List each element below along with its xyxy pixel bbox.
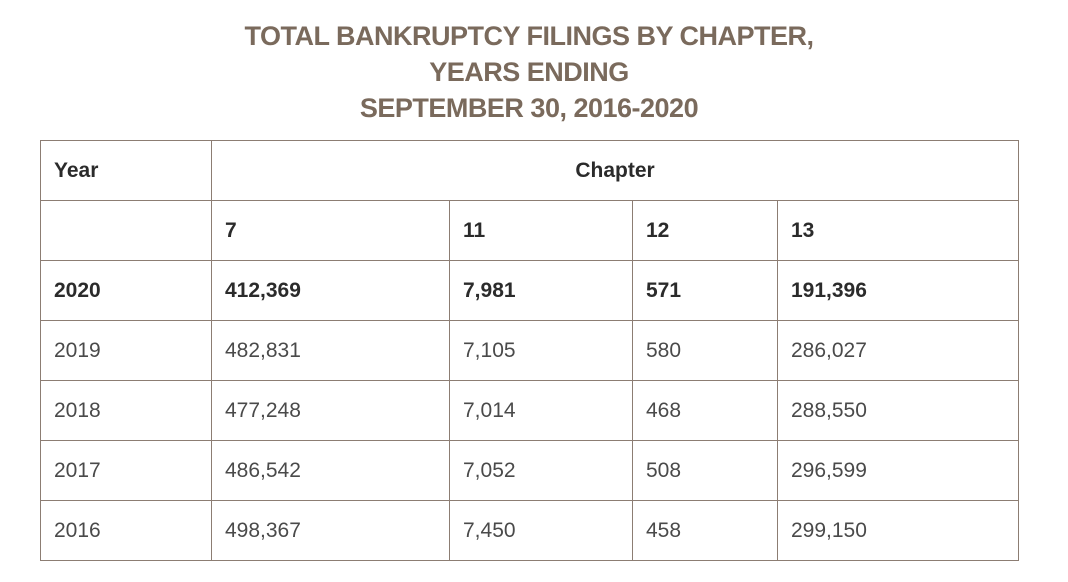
chapter-11-header: 11 [449,200,633,261]
table-row: 2016 498,367 7,450 458 299,150 [40,500,1020,561]
chapter-7-cell: 482,831 [211,320,450,381]
chapter-11-cell: 7,981 [449,260,633,321]
page-title: TOTAL BANKRUPTCY FILINGS BY CHAPTER, YEA… [0,18,1058,126]
title-line-1: TOTAL BANKRUPTCY FILINGS BY CHAPTER, [244,21,814,51]
chapter-13-cell: 286,027 [776,320,1020,381]
chapter-12-cell: 580 [632,320,778,381]
table-row: 2018 477,248 7,014 468 288,550 [40,380,1020,441]
chapter-11-cell: 7,052 [449,440,633,501]
chapter-12-header: 12 [632,200,778,261]
header-year: Year [40,140,212,201]
year-cell: 2018 [40,380,212,441]
year-cell: 2016 [40,500,212,561]
header-chapter: Chapter [210,140,1020,201]
title-line-3: SEPTEMBER 30, 2016-2020 [359,93,699,123]
table-row: 2017 486,542 7,052 508 296,599 [40,440,1020,501]
chapter-7-cell: 412,369 [211,260,450,321]
chapter-7-cell: 477,248 [211,380,450,441]
chapter-13-cell: 191,396 [776,260,1020,321]
chapter-13-cell: 288,550 [776,380,1020,441]
year-cell: 2017 [40,440,212,501]
chapter-12-cell: 571 [632,260,778,321]
chapter-12-cell: 468 [632,380,778,441]
chapter-13-cell: 299,150 [776,500,1020,561]
chapter-11-cell: 7,014 [449,380,633,441]
chapter-blank-cell [40,200,212,261]
chapter-13-header: 13 [776,200,1020,261]
year-cell: 2019 [40,320,212,381]
table-row: 2020 412,369 7,981 571 191,396 [40,260,1020,321]
chapter-11-cell: 7,450 [449,500,633,561]
chapter-12-cell: 458 [632,500,778,561]
header-row: Year Chapter [40,140,1020,201]
chapter-7-cell: 498,367 [211,500,450,561]
chapter-12-cell: 508 [632,440,778,501]
chapter-7-cell: 486,542 [211,440,450,501]
bankruptcy-table: Year Chapter 7 11 12 13 2020 412,369 7,9… [40,140,1020,561]
chapter-row: 7 11 12 13 [40,200,1020,261]
chapter-11-cell: 7,105 [449,320,633,381]
chapter-13-cell: 296,599 [776,440,1020,501]
chapter-7-header: 7 [211,200,450,261]
table-row: 2019 482,831 7,105 580 286,027 [40,320,1020,381]
title-line-2: YEARS ENDING [429,57,629,87]
year-cell: 2020 [40,260,212,321]
